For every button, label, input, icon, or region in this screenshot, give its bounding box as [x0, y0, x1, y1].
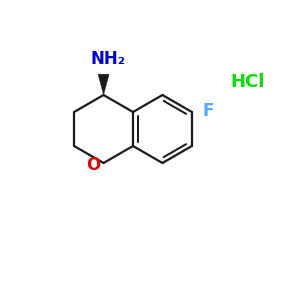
Text: F: F [202, 102, 214, 120]
Polygon shape [98, 74, 109, 95]
Text: O: O [86, 156, 101, 174]
Text: HCl: HCl [231, 73, 265, 91]
Text: NH₂: NH₂ [90, 50, 125, 68]
